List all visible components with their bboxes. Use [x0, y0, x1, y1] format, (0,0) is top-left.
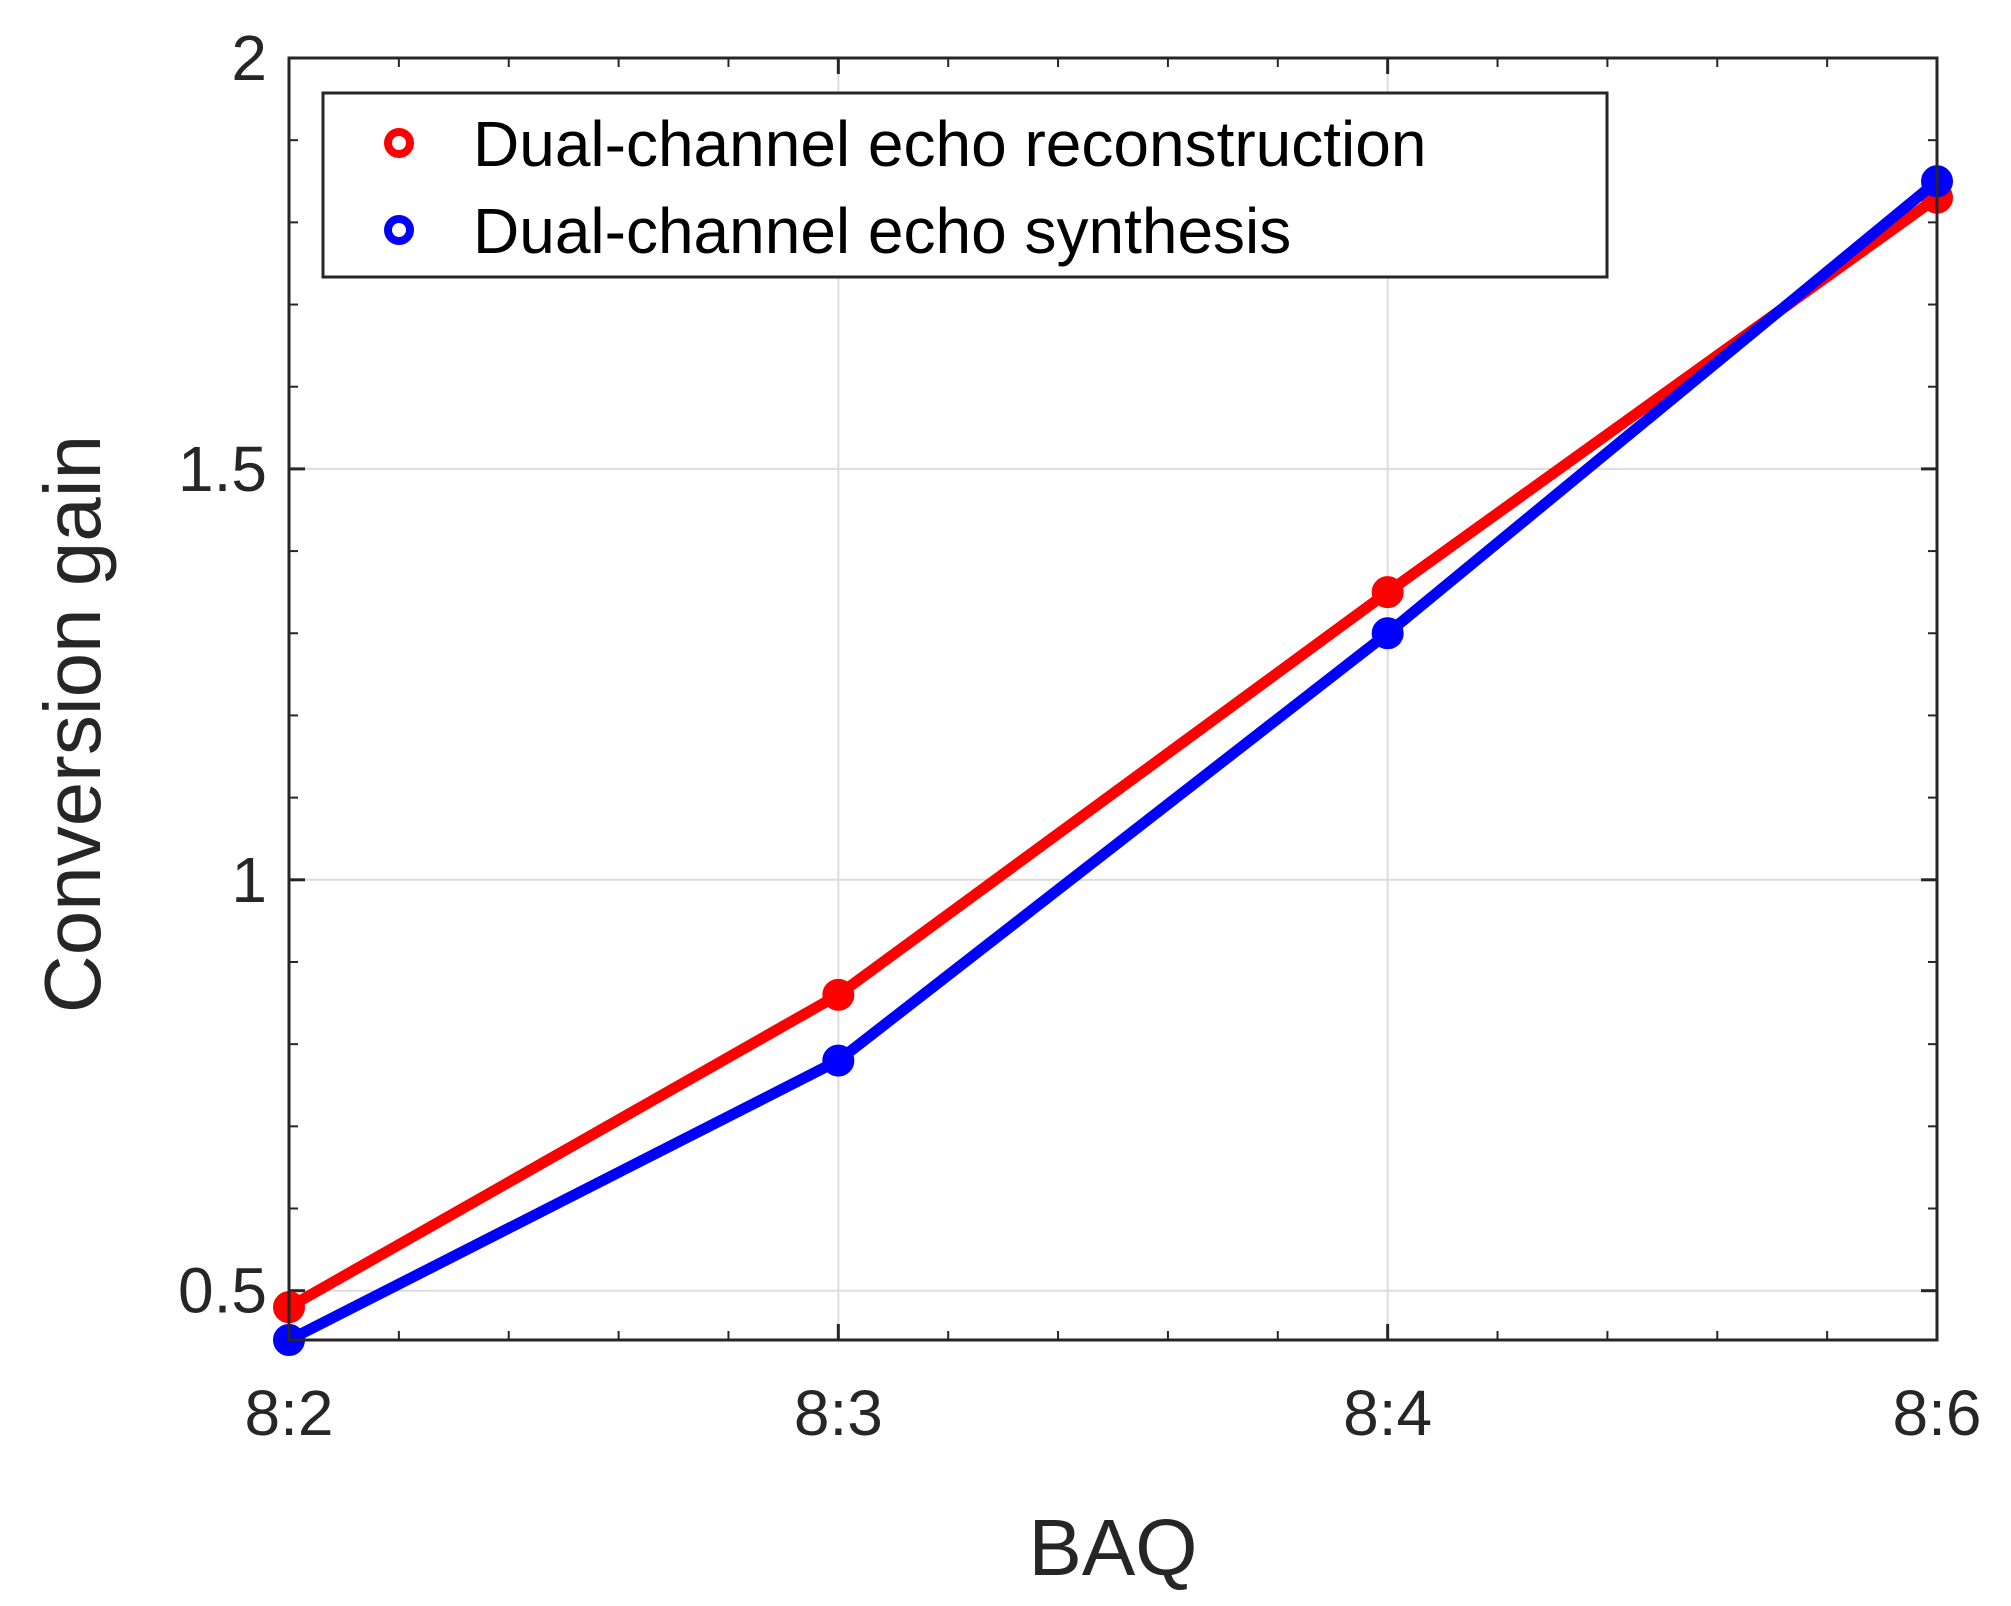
- data-point: [1371, 617, 1404, 650]
- legend: Dual-channel echo reconstruction Dual-cha…: [321, 91, 1609, 279]
- series-reconstruction: [273, 181, 1953, 1324]
- legend-marker: [384, 215, 414, 245]
- y-tick-label: 2: [231, 22, 267, 94]
- series-line: [286, 177, 1941, 1345]
- data-point: [822, 1044, 855, 1077]
- plot-frame: [287, 56, 1939, 1342]
- series-line: [286, 193, 1941, 1312]
- x-tick-label: 8:6: [1893, 1377, 1982, 1449]
- x-tick-label: 8:3: [794, 1377, 883, 1449]
- x-tick-label: 8:4: [1343, 1377, 1432, 1449]
- x-axis-title: BAQ: [1029, 1503, 1198, 1592]
- legend-box: [321, 91, 1609, 279]
- series-synthesis: [273, 165, 1953, 1356]
- legend-label: Dual-channel echo synthesis: [473, 195, 1291, 267]
- y-tick-label: 0.5: [178, 1255, 267, 1327]
- series-layer: [273, 165, 1953, 1356]
- y-tick-label: 1.5: [178, 433, 267, 505]
- x-tick-label: 8:2: [245, 1377, 334, 1449]
- tick-labels: 8:2 8:3 8:4 8:6 0.5 1 1.5 2: [178, 22, 1981, 1449]
- y-tick-label: 1: [231, 844, 267, 916]
- y-axis-title: Conversion gain: [28, 435, 117, 1013]
- legend-label: Dual-channel echo reconstruction: [473, 108, 1426, 180]
- data-point: [1371, 576, 1404, 609]
- legend-marker: [384, 128, 414, 158]
- data-point: [822, 978, 855, 1011]
